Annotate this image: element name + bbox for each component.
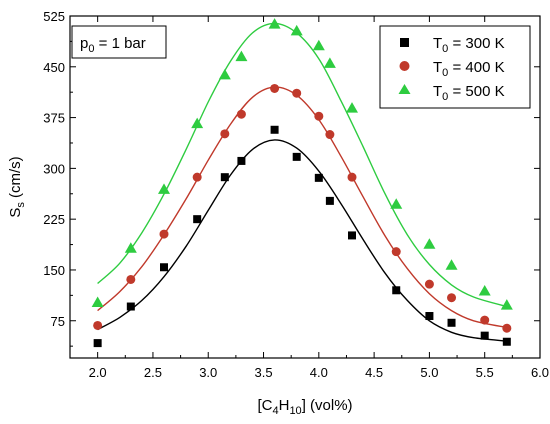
data-point-300k xyxy=(93,339,102,348)
data-point-400k xyxy=(391,247,401,257)
data-point-400k xyxy=(325,130,335,140)
plot-frame xyxy=(69,15,541,359)
data-point-500k xyxy=(500,299,513,310)
y-tick-label: 375 xyxy=(43,111,65,126)
y-axis-label: Ss (cm/s) xyxy=(7,156,27,217)
data-point-300k xyxy=(325,196,334,205)
data-point-400k xyxy=(192,172,202,182)
data-point-400k xyxy=(314,111,324,121)
data-point-400k xyxy=(480,315,490,325)
x-tick-label: 6.0 xyxy=(531,365,549,380)
annotation-box: p0 = 1 bar xyxy=(71,25,167,59)
data-point-400k xyxy=(347,172,357,182)
data-point-400k xyxy=(424,279,434,289)
data-point-400k xyxy=(126,274,136,284)
data-point-400k xyxy=(236,109,246,119)
x-tick-label: 5.5 xyxy=(476,365,494,380)
data-point-500k xyxy=(323,57,336,68)
data-point-300k xyxy=(425,312,434,321)
data-point-300k xyxy=(292,152,301,161)
data-point-400k xyxy=(93,320,103,330)
data-point-500k xyxy=(191,117,204,129)
x-tick-label: 4.0 xyxy=(310,365,328,380)
y-tick-label: 450 xyxy=(43,60,65,75)
data-point-500k xyxy=(478,284,491,296)
data-point-300k xyxy=(480,331,489,340)
data-point-300k xyxy=(193,215,202,224)
data-point-300k xyxy=(447,318,456,327)
legend-label-400k: T0 = 400 K xyxy=(433,59,505,79)
data-point-500k xyxy=(445,259,458,270)
x-tick-label: 2.5 xyxy=(144,365,162,380)
data-point-500k xyxy=(390,198,403,209)
legend-marker-400k xyxy=(399,61,410,71)
y-tick-label: 300 xyxy=(43,161,65,176)
data-point-300k xyxy=(160,263,168,272)
data-point-500k xyxy=(423,238,436,249)
axis-ticks: 2.0 2.5 3.0 3.5 4.0 4.5 5.0 5.5 6.0 75 150 225 300 37… xyxy=(43,9,549,380)
data-point-400k xyxy=(292,88,302,98)
data-point-500k xyxy=(268,18,281,29)
data-point-500k xyxy=(346,102,358,113)
data-point-300k xyxy=(126,302,135,311)
data-point-300k xyxy=(314,173,323,182)
annotation-text: p0 = 1 bar xyxy=(80,35,146,55)
data-point-400k xyxy=(270,83,280,93)
data-point-500k xyxy=(235,50,248,62)
data-point-500k xyxy=(124,242,137,253)
data-point-500k xyxy=(290,24,303,36)
data-point-400k xyxy=(502,323,512,333)
data-point-400k xyxy=(159,229,169,239)
y-tick-label: 75 xyxy=(51,314,65,329)
data-point-300k xyxy=(348,231,356,240)
data-point-500k xyxy=(218,68,231,80)
y-tick-label: 225 xyxy=(43,212,65,227)
data-point-500k xyxy=(312,39,325,51)
data-point-300k xyxy=(237,156,246,165)
legend-marker-500k xyxy=(398,84,411,94)
data-point-300k xyxy=(270,125,279,134)
data-point-400k xyxy=(220,129,230,139)
fit-curve-300k xyxy=(97,139,507,342)
legend-label-500k: T0 = 500 K xyxy=(433,83,505,103)
annotation-rest: = 1 bar xyxy=(94,35,145,52)
legend-marker-300k xyxy=(400,38,409,47)
legend: T0 = 300 K T0 = 400 K T0 = 500 K xyxy=(379,25,531,109)
data-point-500k xyxy=(158,183,170,194)
x-tick-label: 2.0 xyxy=(89,365,107,380)
y-tick-label: 525 xyxy=(43,9,65,24)
data-point-300k xyxy=(502,337,511,346)
data-point-400k xyxy=(447,293,457,303)
annotation-sub: 0 xyxy=(88,43,94,55)
data-points xyxy=(91,18,513,348)
x-tick-label: 3.5 xyxy=(254,365,272,380)
x-axis-label: [C4H10] (vol%) xyxy=(257,397,352,417)
x-tick-label: 5.0 xyxy=(420,365,438,380)
data-point-300k xyxy=(392,286,401,295)
data-point-500k xyxy=(91,296,104,307)
legend-label-300k: T0 = 300 K xyxy=(433,35,505,55)
x-tick-label: 3.0 xyxy=(199,365,217,380)
data-point-300k xyxy=(220,173,229,182)
fit-curve-400k xyxy=(97,86,507,329)
x-tick-label: 4.5 xyxy=(365,365,383,380)
annotation-main: p xyxy=(80,35,88,52)
y-tick-label: 150 xyxy=(43,263,65,278)
